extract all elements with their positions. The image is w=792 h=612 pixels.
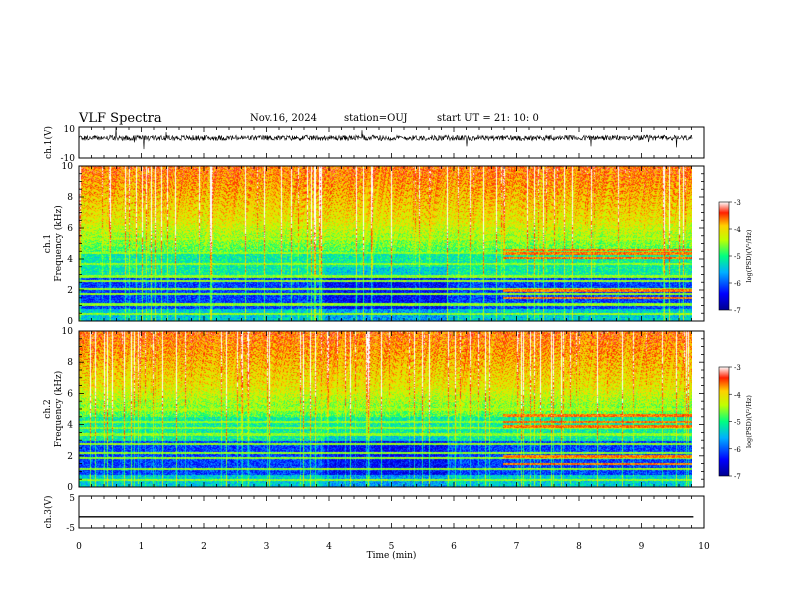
ch3-wave-ylabel: ch.3(V) [43,496,54,529]
ch2-spectrogram-colorbar-tick-label: -3 [734,364,741,372]
ch1-spectrogram-ytick-label: 4 [67,255,73,265]
ch1-spectrogram-colorbar-label: log(PSD)(V²/Hz) [745,229,753,282]
ch1-spectrogram-ytick-label: 10 [62,162,74,172]
ch1-spectrogram-colorbar-tick-label: -7 [734,307,741,315]
ch2-spectrogram-ytick-label: 2 [67,452,73,462]
ch1-spectrogram-colorbar-tick-label: -5 [734,253,741,261]
ch1-spectrogram-colorbar [718,201,730,311]
ch2-spectrogram-colorbar [718,366,730,477]
x-tick-label: 8 [576,542,582,552]
ch2-spectrogram-ytick-label: 6 [67,389,73,399]
figure-title: VLF Spectra [79,111,162,126]
ch1-spectrogram-ytick-label: 0 [67,317,73,327]
date-label: Nov.16, 2024 [250,113,317,124]
x-tick-label: 2 [201,542,207,552]
x-tick-label: 6 [451,542,457,552]
x-tick-label: 5 [389,542,395,552]
ch1-waveform-line [78,127,693,150]
ch1-spectrogram-colorbar-tick-label: -3 [734,199,741,207]
ch1-spectrogram-ytick-label: 2 [67,286,73,296]
ch2-spectrogram-ytick-label: 4 [67,421,73,431]
ch1-spectrogram-colorbar-tick-label: -6 [734,280,741,288]
station-label: station=OUJ [344,113,408,124]
ch1-spectrogram-ytick-label: 6 [67,224,73,234]
ch1-spectrogram-ylabel-channel: ch.1 [43,234,53,253]
ch2-spectrogram-colorbar-label: log(PSD)(V²/Hz) [745,395,753,448]
ch1-spectrogram-ylabel-frequency: Frequency (kHz) [53,205,64,282]
ch2-spectrogram-ytick-label: 0 [67,483,73,493]
ch1-spectrogram-ytick-label: 8 [67,193,73,203]
x-tick-label: 1 [139,542,145,552]
ch3-wave-ytick: -5 [66,524,75,534]
x-axis-label: Time (min) [367,550,417,561]
start-time-label: start UT = 21: 10: 0 [437,113,539,124]
x-tick-label: 0 [76,542,82,552]
ch1-wave-ytick: -10 [61,154,76,164]
x-tick-label: 3 [264,542,270,552]
x-tick-label: 10 [698,542,710,552]
x-tick-label: 4 [326,542,332,552]
ch2-spectrogram-ylabel-channel: ch.2 [43,399,53,418]
ch2-spectrogram-colorbar-tick-label: -4 [734,391,741,399]
ch1-spectrogram-colorbar-tick-label: -4 [734,226,741,234]
ch2-spectrogram-ytick-label: 10 [62,327,74,337]
ch2-spectrogram-colorbar-tick-label: -6 [734,446,741,454]
ch1-spectrogram-image [79,166,692,321]
ch3-wave-ytick: 5 [69,494,75,504]
ch2-spectrogram-colorbar-tick-label: -7 [734,473,741,481]
ch2-spectrogram-colorbar-tick-label: -5 [734,419,741,427]
x-tick-label: 9 [639,542,645,552]
ch1-wave-ytick: 10 [64,125,76,135]
ch2-spectrogram-ylabel-frequency: Frequency (kHz) [53,371,64,448]
ch2-spectrogram-image [79,331,692,487]
x-tick-label: 7 [514,542,520,552]
ch2-spectrogram-ytick-label: 8 [67,358,73,368]
ch1-wave-ylabel: ch.1(V) [43,126,54,159]
